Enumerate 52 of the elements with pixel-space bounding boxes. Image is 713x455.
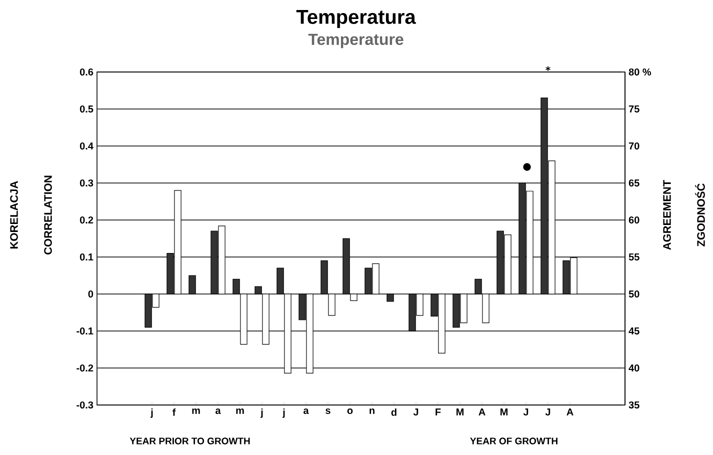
y2-tick-label: 40 <box>628 364 640 372</box>
y-tick-label: 0.5 <box>80 105 94 113</box>
y2-tick-label: 65 <box>628 179 640 187</box>
text: YEAR PRIOR TO GROWTH <box>130 438 250 444</box>
y-tick-label: 0.4 <box>80 142 94 150</box>
x-tick-label: J <box>545 408 550 416</box>
y-tick-label: 0.6 <box>80 68 94 76</box>
y-tick-label: -0.3 <box>76 401 94 409</box>
x-tick-label: m <box>236 408 244 414</box>
x-tick-label: j <box>282 408 285 418</box>
bar <box>188 275 196 294</box>
x-tick-label: A <box>478 408 486 416</box>
x-tick-label: j <box>260 408 263 418</box>
x-tick-label: m <box>192 408 200 414</box>
y-tick-label: 0 <box>88 290 94 298</box>
chart-subtitle: Temperature <box>308 34 404 48</box>
y2-axis-title: AGREEMENT <box>663 180 671 250</box>
text: * <box>546 66 550 71</box>
x-tick-label: M <box>500 408 508 416</box>
x-tick-label: A <box>566 408 574 416</box>
y2-tick-label: 75 <box>628 106 640 112</box>
text: ZGODNOŚĆ <box>695 184 705 246</box>
y-tick-label: 0.2 <box>80 216 94 224</box>
x-tick-label: J <box>413 408 418 416</box>
x-tick-label: o <box>347 408 353 414</box>
y2-tick-label: 80 % <box>628 68 652 76</box>
text: KORELACJA <box>10 181 18 248</box>
x-tick-label: f <box>172 408 176 416</box>
x-tick-label: M <box>456 408 464 416</box>
y2-tick-label: 60 <box>628 216 640 224</box>
y-tick-label: -0.2 <box>76 364 94 372</box>
y-tick-label: 0.3 <box>80 179 94 187</box>
y2-tick-label: 55 <box>628 253 640 260</box>
y2-tick-label: 70 <box>628 142 640 150</box>
x-tick-label: n <box>370 408 374 414</box>
bar <box>386 294 394 302</box>
y2-tick-label: 50 <box>628 290 640 298</box>
x-tick-label: a <box>304 408 309 414</box>
x-tick-label: s <box>326 408 330 414</box>
text: YEAR OF GROWTH <box>470 438 558 444</box>
x-tick-label: J <box>523 408 528 416</box>
annotation: ● <box>523 163 531 171</box>
x-tick-label: a <box>216 408 221 414</box>
y2-tick-label: 45 <box>628 327 640 334</box>
x-tick-label: d <box>391 408 396 416</box>
x-tick-label: j <box>150 408 153 418</box>
y2-tick-label: 35 <box>628 401 640 409</box>
y-tick-label: 0.1 <box>80 253 94 261</box>
y-axis-title: CORRELATION <box>44 176 52 254</box>
x-tick-label: F <box>436 408 441 416</box>
y-tick-label: -0.1 <box>76 327 94 335</box>
chart-title: Temperatura <box>296 10 416 28</box>
